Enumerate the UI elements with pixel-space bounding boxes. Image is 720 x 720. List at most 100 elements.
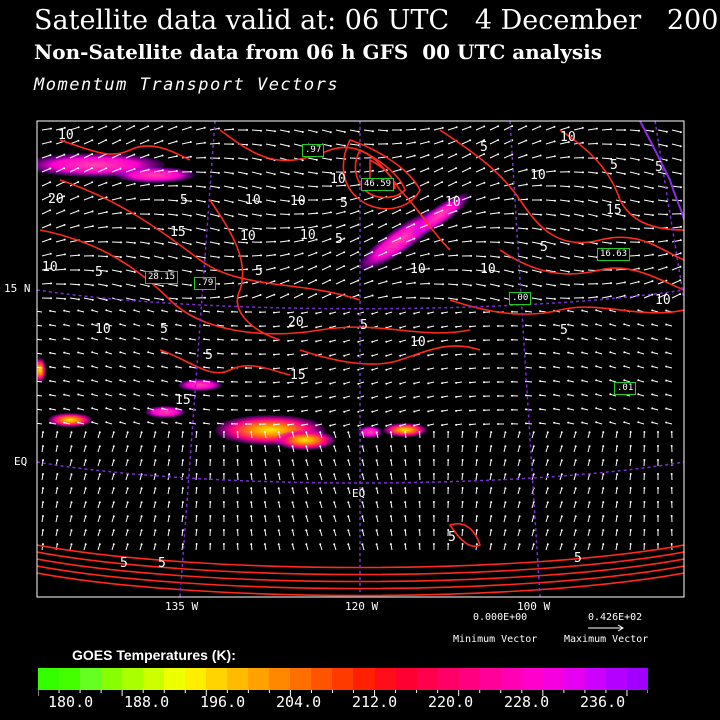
vector-arrowhead xyxy=(333,431,336,434)
vector-arrowhead xyxy=(42,473,44,476)
vector-arrowhead xyxy=(455,153,458,156)
vector-arrow xyxy=(55,268,66,271)
vector-arrowhead xyxy=(361,515,364,518)
vector-arrow xyxy=(307,212,318,215)
coastline xyxy=(639,121,684,221)
vector-arrowhead xyxy=(250,543,253,546)
vector-arrowhead xyxy=(504,431,507,434)
vector-arrowhead xyxy=(189,270,192,273)
vector-arrowhead xyxy=(532,501,535,504)
contour-label: 10 xyxy=(290,194,306,209)
vector-arrow xyxy=(531,155,541,159)
vector-arrowhead xyxy=(475,445,478,448)
vector-arrowhead xyxy=(498,241,500,244)
vector-arrowhead xyxy=(133,337,136,340)
vector-arrowhead xyxy=(357,368,360,371)
vector-arrow xyxy=(305,474,309,481)
vector-arrowhead xyxy=(195,501,198,503)
vector-arrow xyxy=(305,432,309,439)
vector-arrow xyxy=(559,227,569,231)
contour-label: 5 xyxy=(160,322,168,337)
vector-arrow xyxy=(391,155,401,159)
vector-arrowhead xyxy=(497,139,500,142)
vector-arrowhead xyxy=(595,309,598,312)
vector-arrowhead xyxy=(56,515,59,518)
vector-arrowhead xyxy=(497,182,500,185)
colorbar-swatch xyxy=(458,668,480,690)
vector-arrow xyxy=(517,544,521,551)
vector-arrowhead xyxy=(203,215,206,218)
vector-arrowhead xyxy=(84,487,87,490)
vector-arrowhead xyxy=(301,424,304,427)
vector-arrowhead xyxy=(602,431,605,434)
vector-arrow xyxy=(195,431,198,439)
vector-arrowhead xyxy=(56,459,59,462)
vector-arrowhead xyxy=(232,143,234,146)
vector-arrow xyxy=(531,213,542,216)
vector-arrow xyxy=(629,529,632,537)
vector-arrow xyxy=(559,141,569,145)
vector-arrowhead xyxy=(497,256,500,259)
vector-arrow xyxy=(195,127,205,131)
vector-arrow xyxy=(251,268,261,271)
vector-arrowhead xyxy=(574,529,577,532)
vector-arrowhead xyxy=(119,256,122,259)
vector-arrowhead xyxy=(461,431,464,433)
vector-arrowhead xyxy=(259,325,261,328)
vector-arrow xyxy=(125,183,135,187)
contour-label: 5 xyxy=(360,318,368,333)
vector-arrow xyxy=(217,394,225,397)
vector-arrow xyxy=(264,544,267,551)
vector-arrowhead xyxy=(231,338,233,341)
vector-arrowhead xyxy=(204,296,206,299)
vector-arrowhead xyxy=(441,181,444,184)
vector-arrowhead xyxy=(553,421,556,424)
vector-arrowhead xyxy=(70,445,73,448)
vector-arrowhead xyxy=(287,186,290,189)
vector-arrowhead xyxy=(175,337,178,340)
vector-arrow xyxy=(153,155,163,159)
vector-arrowhead xyxy=(432,473,435,475)
vector-arrowhead xyxy=(483,339,485,342)
vector-arrowhead xyxy=(181,487,184,490)
vector-arrowhead xyxy=(105,379,108,382)
vector-arrow xyxy=(293,226,303,229)
vector-arrow xyxy=(573,544,577,551)
vector-arrowhead xyxy=(92,269,94,272)
vector-arrowhead xyxy=(231,295,234,298)
vector-arrowhead xyxy=(161,125,164,128)
vector-arrow xyxy=(545,269,555,273)
vector-arrow xyxy=(419,515,421,523)
vector-arrowhead xyxy=(539,408,542,411)
vector-arrowhead xyxy=(595,186,598,189)
vector-arrowhead xyxy=(511,125,514,128)
vector-arrowhead xyxy=(475,543,478,546)
vector-arrowhead xyxy=(518,501,521,504)
vector-arrowhead xyxy=(588,529,591,532)
vector-arrow xyxy=(531,283,541,287)
vector-arrow xyxy=(251,254,262,257)
vector-arrow xyxy=(525,338,533,341)
vector-arrow xyxy=(251,129,262,132)
vector-arrowhead xyxy=(343,210,346,213)
vector-arrow xyxy=(264,488,267,495)
vector-arrowhead xyxy=(490,529,493,532)
vector-arrowhead xyxy=(497,153,500,156)
vector-arrowhead xyxy=(347,487,350,490)
vector-arrow xyxy=(377,237,387,243)
vector-arrowhead xyxy=(189,214,192,217)
vector-arrowhead xyxy=(49,195,52,198)
vector-arrowhead xyxy=(404,431,407,434)
vector-arrow xyxy=(279,280,289,285)
vector-arrowhead xyxy=(222,515,225,517)
vector-arrow xyxy=(265,143,275,147)
vector-arrowhead xyxy=(560,459,563,462)
vector-arrowhead xyxy=(469,367,471,370)
vector-arrow xyxy=(321,225,331,229)
vector-arrow xyxy=(69,195,79,201)
vector-arrowhead xyxy=(447,459,450,461)
vector-arrow xyxy=(657,293,667,299)
vector-arrowhead xyxy=(112,501,115,504)
vector-arrow xyxy=(554,338,561,341)
